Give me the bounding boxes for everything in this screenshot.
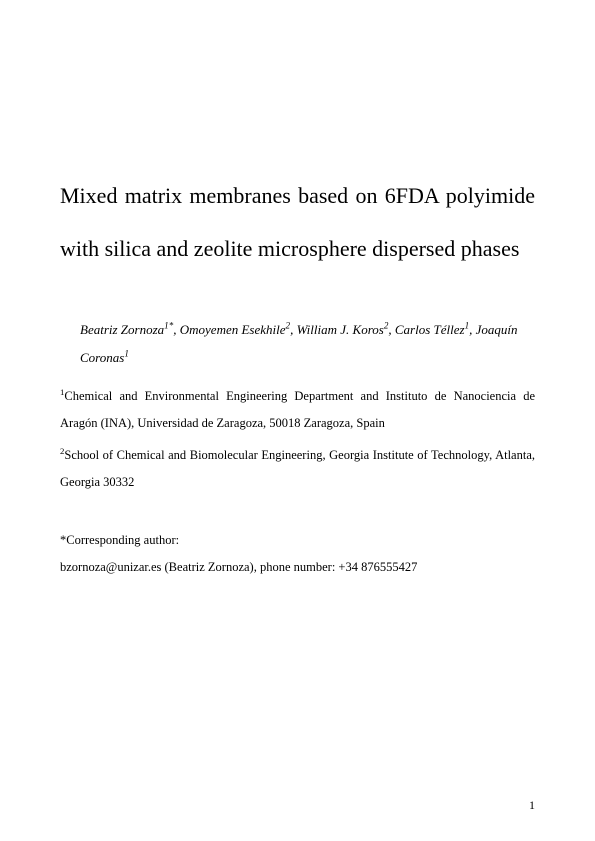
corresponding-author-info: bzornoza@unizar.es (Beatriz Zornoza), ph…: [60, 554, 535, 582]
page-number: 1: [529, 798, 535, 813]
author-list: Beatriz Zornoza1*, Omoyemen Esekhile2, W…: [60, 316, 535, 373]
paper-title: Mixed matrix membranes based on 6FDA pol…: [60, 170, 535, 276]
affiliation: 1Chemical and Environmental Engineering …: [60, 383, 535, 438]
affiliation: 2School of Chemical and Biomolecular Eng…: [60, 442, 535, 497]
corresponding-author-label: *Corresponding author:: [60, 527, 535, 555]
